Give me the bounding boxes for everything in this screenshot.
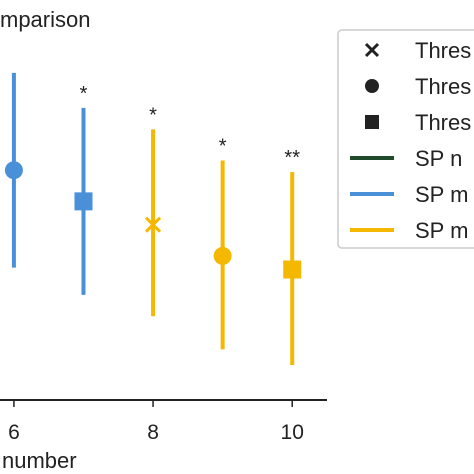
data-point-circle: [4, 161, 23, 180]
x-axis-label: number: [2, 448, 77, 473]
significance-label: *: [149, 104, 157, 126]
legend-label: Thres: [415, 110, 471, 135]
legend-label: SP n: [415, 146, 462, 171]
significance-label: *: [80, 83, 88, 105]
data-point-x: [145, 216, 162, 233]
data-point-square: [74, 192, 93, 211]
data-marks: *****: [4, 72, 302, 365]
plot-area: 6 8 10 *****: [0, 72, 327, 444]
x-tick-label: 10: [281, 421, 304, 444]
data-point-circle: [213, 246, 232, 265]
legend-label: Thres: [415, 74, 471, 99]
significance-label: **: [284, 147, 300, 169]
legend-marker-square: [365, 115, 379, 129]
x-tick-label: 6: [8, 421, 20, 444]
legend-marker-x: [364, 42, 380, 58]
chart-title: mparison: [0, 7, 90, 32]
legend-marker-circle: [365, 79, 379, 93]
legend-label: Thres: [415, 38, 471, 63]
x-ticks: 6 8 10: [8, 400, 304, 444]
legend: Thres Thres Thres SP n SP m SP m: [337, 29, 474, 249]
data-point-square: [283, 260, 302, 279]
significance-label: *: [219, 135, 227, 157]
legend-label: SP m: [415, 182, 468, 207]
legend-label: SP m: [415, 218, 468, 243]
legend-items: Thres Thres Thres SP n SP m SP m: [350, 38, 471, 243]
x-tick-label: 8: [147, 421, 159, 444]
